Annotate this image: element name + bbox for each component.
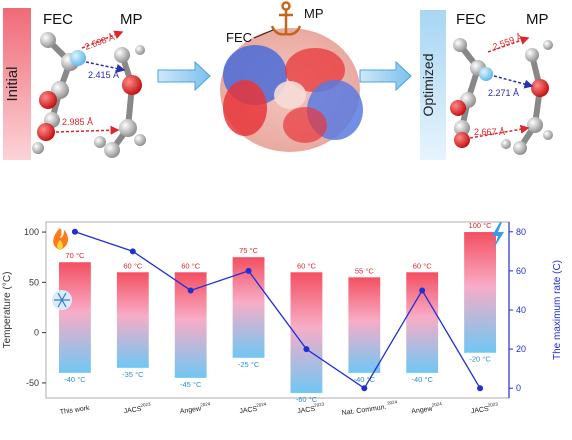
initial-distance-arrow-3: [55, 125, 120, 135]
y2-tick-label: 20: [516, 344, 526, 354]
optimized-fec-label: FEC: [456, 11, 486, 28]
chart-marks: -50 0 50 100 0 20 40 60 80 70 °C -40 °C This work 60…: [24, 221, 526, 417]
optimized-distance-arrow-1: [487, 36, 530, 53]
bar-high-label: 55 °C: [355, 266, 374, 275]
y2-tick-label: 80: [516, 227, 526, 237]
rate-point: [361, 385, 368, 392]
optimized-distance-arrow-2: [493, 75, 534, 89]
bar-low-label: -40 °C: [354, 375, 376, 384]
initial-distance-arrow-2: [85, 61, 126, 73]
category-label: JACS: [471, 406, 490, 415]
optimized-label: Optimized: [420, 53, 436, 116]
bar-low-label: -40 °C: [412, 375, 434, 384]
bar-high-label: 100 °C: [469, 221, 493, 230]
bar-low-label: -20 °C: [469, 355, 491, 364]
category-superscript: 2023: [487, 401, 498, 407]
y-tick-label: 100: [24, 227, 39, 237]
y-tick-label: 0: [34, 328, 39, 338]
initial-distance-2: 2.415 Å: [88, 70, 119, 80]
y-tick-label: 50: [29, 277, 39, 287]
initial-distance-3: 2.985 Å: [62, 117, 93, 127]
esp-surface: [220, 28, 363, 152]
initial-distance-arrow-1: [81, 30, 124, 49]
category-superscript: 2024: [431, 401, 442, 407]
left-flow-arrow: [157, 60, 211, 92]
fec-pointer-line: [253, 29, 274, 39]
chart: -50 0 50 100 0 20 40 60 80 70 °C -40 °C This work 60…: [2, 221, 563, 417]
category-superscript: 2024: [200, 401, 211, 407]
rate-point: [129, 248, 136, 255]
optimized-molecule: [450, 38, 553, 155]
category-label: Angew: [179, 405, 202, 415]
initial-label: Initial: [4, 66, 21, 101]
initial-mp-label: MP: [120, 11, 143, 28]
optimized-side-bar: [420, 10, 446, 160]
bar: [290, 272, 323, 393]
bar-low-label: -40 °C: [64, 375, 86, 384]
bar-high-label: 60 °C: [181, 261, 200, 270]
bar: [116, 272, 149, 368]
category-label: JACS: [123, 406, 142, 415]
category-label: JACS: [297, 406, 316, 415]
rate-line: [74, 231, 481, 390]
bar: [464, 232, 496, 353]
bar-high-label: 60 °C: [413, 261, 432, 270]
fire-icon: [53, 228, 69, 250]
rate-point: [245, 267, 252, 274]
middle-fec-label: FEC: [226, 30, 252, 45]
initial-fec-label: FEC: [43, 11, 73, 28]
category-superscript: 2023: [314, 401, 325, 407]
initial-side-bar: [3, 8, 31, 160]
snowflake-icon: [52, 290, 72, 310]
category-label: Angew: [411, 405, 434, 415]
middle-mp-label: MP: [304, 6, 324, 21]
y2-tick-label: 0: [516, 383, 521, 393]
y-tick-label: -50: [26, 378, 39, 388]
initial-distance-1: 2.698 Å: [83, 32, 116, 52]
category-superscript: 2024: [387, 399, 398, 405]
bar-high-label: 75 °C: [239, 246, 258, 255]
rate-point: [71, 228, 78, 235]
bar-high-label: 60 °C: [297, 261, 316, 270]
bar-low-label: -60 °C: [296, 395, 318, 404]
y2-axis-label: The maximum rate (C): [552, 260, 563, 360]
bar: [406, 272, 439, 373]
anchor-icon: [270, 1, 302, 36]
category-label: JACS: [239, 406, 258, 415]
rate-point: [303, 346, 310, 353]
bar-low-label: -25 °C: [238, 360, 260, 369]
rate-point: [187, 287, 194, 294]
bar: [348, 277, 381, 373]
bar-low-label: -45 °C: [180, 380, 202, 389]
y2-tick-label: 40: [516, 305, 526, 315]
optimized-mp-label: MP: [526, 11, 549, 28]
bar-high-label: 70 °C: [66, 251, 85, 260]
category-superscript: 2024: [256, 401, 267, 407]
category-label: Nat. Commun.: [341, 404, 387, 417]
initial-molecule: [32, 32, 146, 158]
category-superscript: 2023: [140, 401, 151, 407]
bar: [59, 262, 91, 373]
bar-low-label: -35 °C: [122, 370, 144, 379]
optimized-distance-3: 2.667 Å: [474, 127, 505, 137]
optimized-distance-2: 2.271 Å: [488, 88, 519, 98]
rate-point: [477, 385, 484, 392]
bar-high-label: 60 °C: [123, 261, 142, 270]
rate-point: [419, 287, 426, 294]
category-label: This work: [59, 405, 90, 416]
y2-tick-label: 60: [516, 266, 526, 276]
optimized-distance-1: 2.559 Å: [491, 32, 524, 52]
lightning-icon: [492, 222, 504, 248]
y-axis-label: Temperature (°C): [2, 272, 13, 349]
right-flow-arrow: [359, 60, 412, 92]
